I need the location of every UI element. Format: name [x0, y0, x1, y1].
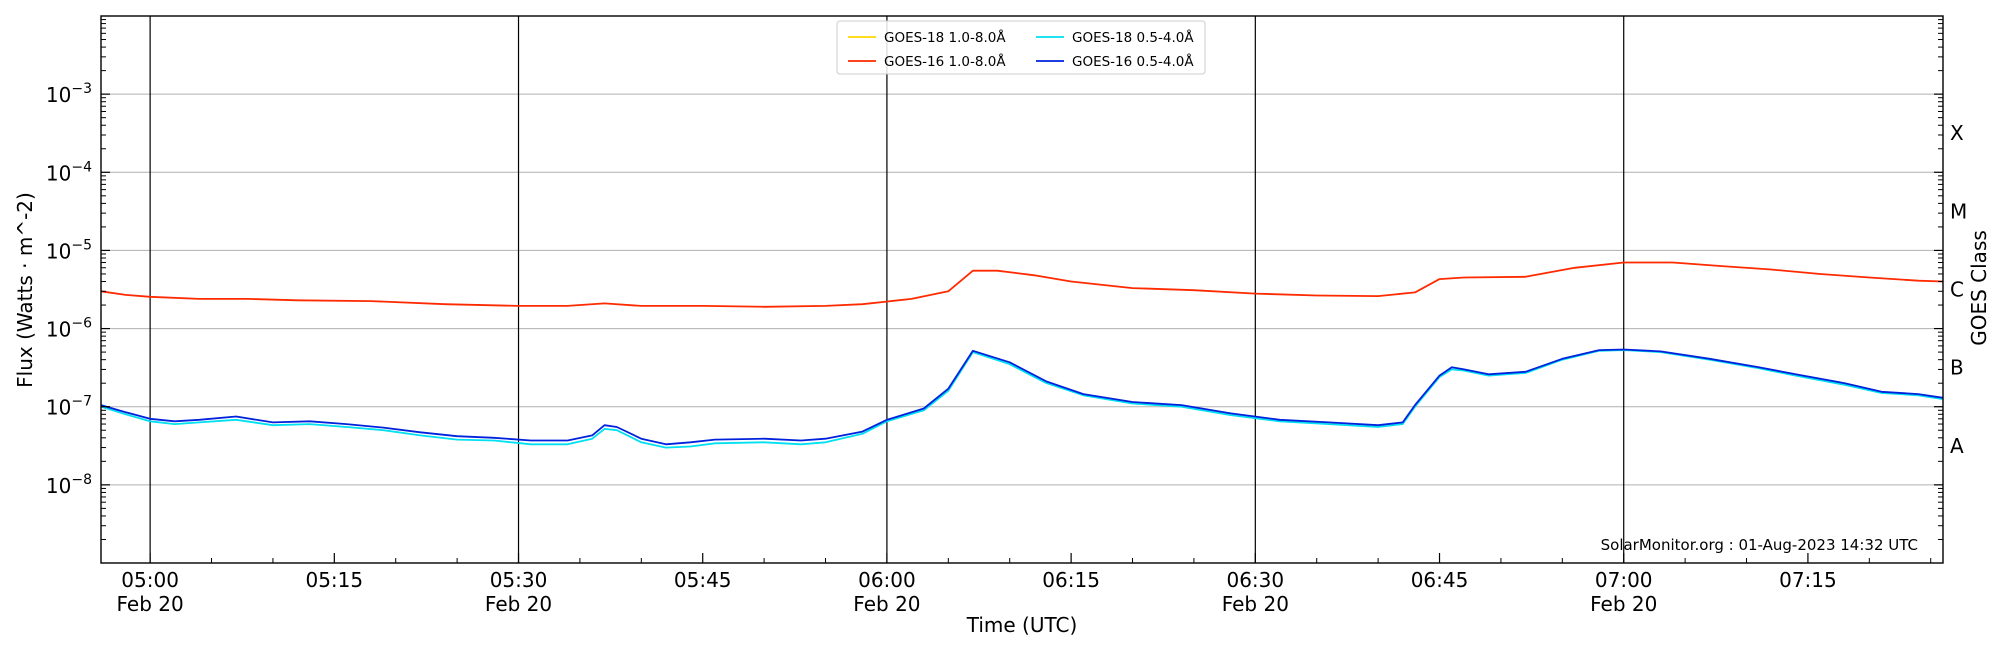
y-axis-title-text: Flux (Watts · m^-2) [13, 192, 37, 388]
x-tick-label: 07:00 [1595, 568, 1653, 592]
legend-box [836, 20, 1206, 75]
x-tick-date-label: Feb 20 [117, 592, 184, 616]
series-line [100, 349, 1944, 449]
y-axis-title: Flux (Watts · m^-2) [13, 192, 37, 388]
series-line [100, 261, 1944, 308]
legend-label: GOES-16 0.5-4.0Å [1072, 53, 1194, 70]
y-tick-label: 10−7 [46, 394, 92, 420]
x-tick-date-label: Feb 20 [1222, 592, 1289, 616]
x-tick-label: 05:45 [674, 568, 732, 592]
y-tick-label: 10−5 [46, 237, 92, 263]
y-tick-label: 10−3 [46, 81, 92, 107]
plot-frame [100, 15, 1944, 564]
series-line [100, 348, 1944, 446]
legend-label: GOES-18 1.0-8.0Å [884, 29, 1006, 46]
x-axis-title: Time (UTC) [966, 613, 1078, 637]
x-tick-label: 06:15 [1042, 568, 1100, 592]
goes-class-labels: A B C M X [1950, 121, 1967, 458]
x-tick-label: 06:30 [1226, 568, 1284, 592]
major-time-lines [149, 16, 1625, 563]
x-tick-label: 05:30 [490, 568, 548, 592]
legend: GOES-18 1.0-8.0Å GOES-16 1.0-8.0Å GOES-18 … [836, 20, 1206, 75]
legend-label: GOES-18 0.5-4.0Å [1072, 29, 1194, 46]
y-tick-label: 10−8 [46, 472, 92, 498]
x-tick-label: 07:15 [1779, 568, 1837, 592]
x-tick-date-label: Feb 20 [853, 592, 920, 616]
goes-class-label: B [1950, 356, 1964, 380]
x-tick-label: 06:45 [1411, 568, 1469, 592]
y-tick-label: 10−4 [46, 159, 92, 185]
goes-class-label: C [1950, 278, 1964, 302]
y-tick-label: 10−6 [46, 316, 92, 342]
goes-class-label: M [1950, 199, 1967, 223]
credit-text: SolarMonitor.org : 01-Aug-2023 14:32 UTC [1601, 536, 1918, 554]
goes-class-label: X [1950, 121, 1964, 145]
legend-label: GOES-16 1.0-8.0Å [884, 53, 1006, 70]
x-tick-label: 06:00 [858, 568, 916, 592]
gridlines [101, 93, 1943, 486]
x-tick-label: 05:00 [121, 568, 179, 592]
goes-class-label: A [1950, 434, 1964, 458]
goes-class-axis-title: GOES Class [1967, 230, 1991, 346]
x-tick-date-label: Feb 20 [485, 592, 552, 616]
x-tick-date-label: Feb 20 [1590, 592, 1657, 616]
series-lines [100, 261, 1944, 449]
y-axis-ticks: 10−8 10−7 10−6 10−5 10−4 10−3 [46, 19, 1943, 540]
x-tick-label: 05:15 [305, 568, 363, 592]
